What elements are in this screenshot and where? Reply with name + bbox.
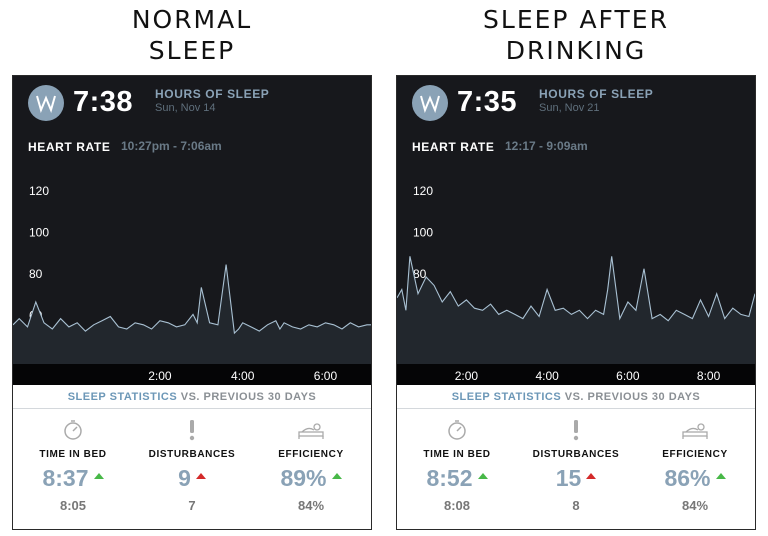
heart-rate-time-range: 10:27pm - 7:06am (121, 139, 222, 153)
x-tick-label: 2:00 (455, 369, 479, 383)
stat-label: TIME IN BED (39, 449, 107, 460)
heart-rate-chart: 1201008060402:004:006:008:00 (397, 184, 755, 385)
x-tick-label: 6:00 (314, 369, 338, 383)
trend-up-bad-icon (195, 473, 206, 479)
stat-previous-value: 84% (681, 498, 709, 513)
heart-rate-chart: 1201008060402:004:006:008:00 (13, 184, 371, 385)
heart-rate-time-range: 12:17 - 9:09am (505, 139, 588, 153)
heart-rate-area (397, 256, 755, 364)
trend-up-icon (331, 473, 342, 479)
column-title-normal-sleep: NORMAL SLEEP (131, 5, 253, 65)
hours-of-sleep-value: 7:35 (457, 86, 518, 118)
heart-rate-label: HEART RATE (412, 140, 495, 154)
stat-label: EFFICIENCY (278, 449, 344, 460)
stat-previous-value: 8:08 (443, 498, 471, 513)
stat-value: 15 (516, 465, 636, 492)
stat-previous-value: 84% (297, 498, 325, 513)
y-tick-label: 100 (413, 225, 433, 239)
stat-value-text: 8:52 (426, 465, 473, 491)
y-tick-label: 80 (29, 267, 43, 281)
stat-value-text: 9 (178, 465, 191, 491)
stat-efficiency: EFFICIENCY 86% 84% (635, 411, 755, 526)
exclamation-icon (189, 420, 195, 441)
whoop-logo-icon (28, 85, 64, 121)
sleep-date: Sun, Nov 14 (155, 102, 216, 114)
heart-rate-label: HEART RATE (28, 140, 111, 154)
sleep-statistics-comparison: VS. PREVIOUS 30 DAYS (180, 391, 317, 403)
stat-previous-value: 7 (188, 498, 196, 513)
x-tick-label: 6:00 (616, 369, 640, 383)
stopwatch-icon (64, 420, 82, 440)
trend-up-bad-icon (586, 473, 597, 479)
column-title-sleep-after-drinking: SLEEP AFTER DRINKING (483, 5, 669, 65)
hours-of-sleep-value: 7:38 (73, 86, 134, 118)
stat-label: EFFICIENCY (662, 449, 728, 460)
x-tick-label: 8:00 (697, 369, 721, 383)
whoop-logo-icon (412, 85, 448, 121)
y-tick-label: 120 (413, 184, 433, 198)
x-axis-band (13, 364, 371, 385)
stat-value-text: 15 (555, 465, 582, 491)
stat-value: 86% (635, 465, 755, 492)
trend-up-icon (715, 473, 726, 479)
stat-disturbances: DISTURBANCES 15 8 (516, 411, 636, 526)
stat-label: DISTURBANCES (532, 449, 620, 460)
stat-value: 9 (132, 465, 252, 492)
sleep-statistics-heading: SLEEP STATISTICS VS. PREVIOUS 30 DAYS (397, 385, 755, 409)
y-tick-label: 100 (29, 225, 49, 239)
summary-panel: 7:38 HOURS OF SLEEP Sun, Nov 14 HEART RA… (13, 76, 371, 385)
stat-time-in-bed: TIME IN BED 8:52 8:08 (397, 411, 517, 526)
sleep-statistics-title: SLEEP STATISTICS (67, 391, 178, 403)
stat-value: 8:37 (13, 465, 133, 492)
sleep-card-normal: 7:38 HOURS OF SLEEP Sun, Nov 14 HEART RA… (12, 75, 372, 530)
sleep-statistics-heading: SLEEP STATISTICS VS. PREVIOUS 30 DAYS (13, 385, 371, 409)
x-tick-label: 4:00 (231, 369, 255, 383)
stat-value-text: 89% (280, 465, 327, 491)
x-tick-label: 2:00 (148, 369, 172, 383)
stat-time-in-bed: TIME IN BED 8:37 8:05 (13, 411, 133, 526)
x-axis-band (397, 364, 755, 385)
hours-of-sleep-label: HOURS OF SLEEP (155, 87, 270, 101)
sleep-statistics-comparison: VS. PREVIOUS 30 DAYS (564, 391, 701, 403)
x-tick-label: 4:00 (535, 369, 559, 383)
y-tick-label: 120 (29, 184, 49, 198)
sleep-date: Sun, Nov 21 (539, 102, 600, 114)
stat-previous-value: 8:05 (59, 498, 87, 513)
exclamation-icon (573, 420, 579, 441)
stat-label: DISTURBANCES (148, 449, 236, 460)
y-tick-label: 80 (413, 267, 427, 281)
stat-value: 89% (251, 465, 371, 492)
heart-rate-line (13, 264, 371, 335)
stat-previous-value: 8 (572, 498, 580, 513)
trend-up-icon (477, 473, 488, 479)
summary-panel: 7:35 HOURS OF SLEEP Sun, Nov 21 HEART RA… (397, 76, 755, 385)
bed-icon (682, 423, 708, 439)
heart-rate-line (397, 256, 755, 322)
heart-rate-area (13, 264, 371, 364)
bed-icon (298, 423, 324, 439)
sleep-statistics-title: SLEEP STATISTICS (451, 391, 562, 403)
stat-value: 8:52 (397, 465, 517, 492)
stat-disturbances: DISTURBANCES 9 7 (132, 411, 252, 526)
hours-of-sleep-label: HOURS OF SLEEP (539, 87, 654, 101)
sleep-card-after-drinking: 7:35 HOURS OF SLEEP Sun, Nov 21 HEART RA… (396, 75, 756, 530)
stat-efficiency: EFFICIENCY 89% 84% (251, 411, 371, 526)
trend-up-icon (93, 473, 104, 479)
stopwatch-icon (448, 420, 466, 440)
stat-label: TIME IN BED (423, 449, 491, 460)
stat-value-text: 8:37 (42, 465, 89, 491)
stat-value-text: 86% (664, 465, 711, 491)
